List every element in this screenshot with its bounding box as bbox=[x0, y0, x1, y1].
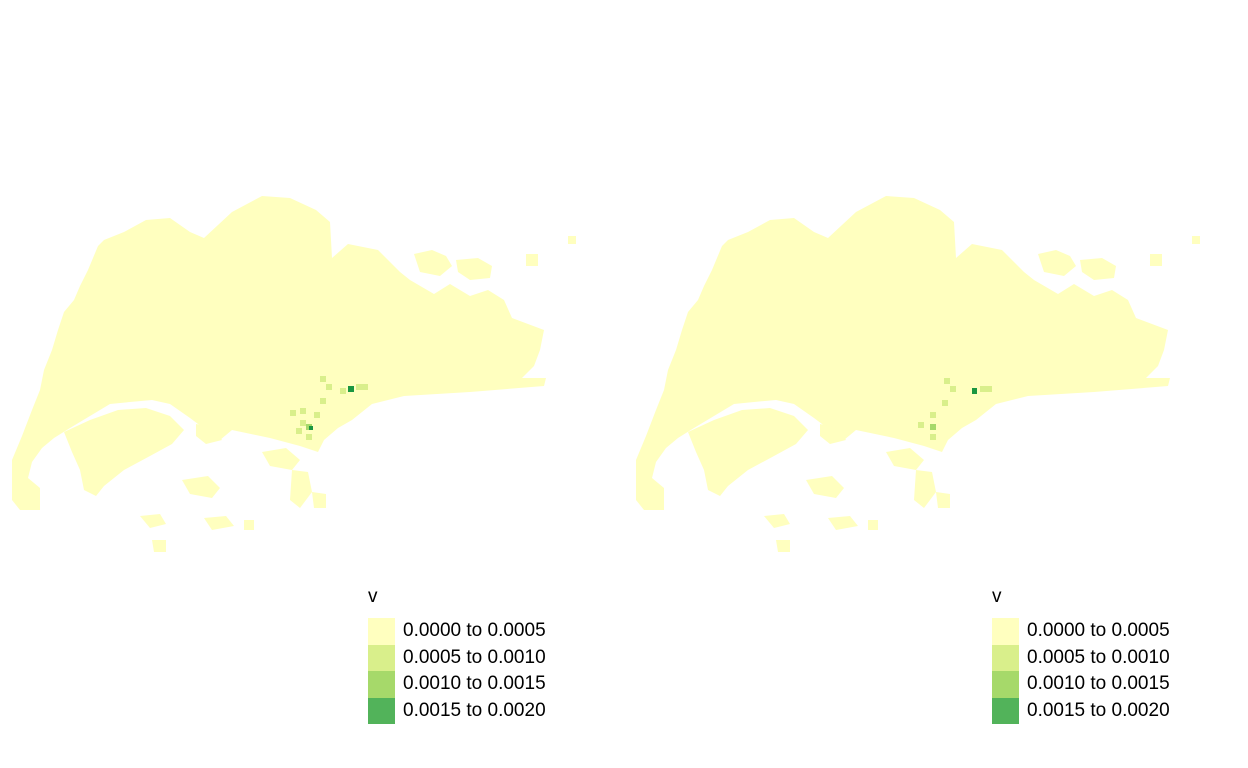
raster-cell bbox=[950, 386, 956, 392]
raster-cell bbox=[944, 378, 950, 384]
raster-cells bbox=[918, 378, 992, 440]
raster-cell bbox=[320, 376, 326, 382]
legend-entry: 0.0005 to 0.0010 bbox=[992, 644, 1170, 671]
raster-cell bbox=[314, 412, 320, 418]
raster-cell bbox=[309, 426, 313, 430]
southern-islet-a bbox=[820, 424, 846, 444]
southwest-islet bbox=[682, 390, 748, 420]
legend-swatch bbox=[368, 644, 395, 671]
legend-label: 0.0000 to 0.0005 bbox=[403, 620, 546, 642]
legend-label: 0.0000 to 0.0005 bbox=[1027, 620, 1170, 642]
southern-islet-d bbox=[182, 476, 220, 498]
pulau-tekong bbox=[456, 258, 492, 280]
legend-label: 0.0010 to 0.0015 bbox=[1027, 673, 1170, 695]
raster-cells bbox=[290, 376, 368, 440]
legend-swatch bbox=[992, 644, 1019, 671]
legend-label: 0.0005 to 0.0010 bbox=[1027, 646, 1170, 668]
raster-cell bbox=[300, 420, 306, 426]
raster-cell bbox=[942, 400, 948, 406]
southern-islet-i bbox=[868, 520, 878, 530]
raster-cell bbox=[326, 384, 332, 390]
legend-label: 0.0010 to 0.0015 bbox=[403, 673, 546, 695]
southern-islet-f bbox=[204, 516, 234, 530]
islet-ne-small bbox=[526, 254, 538, 266]
raster-cell bbox=[340, 388, 346, 394]
main-island bbox=[636, 196, 1170, 510]
raster-cell bbox=[972, 388, 977, 394]
southwest-islet bbox=[58, 390, 124, 420]
raster-cell bbox=[306, 434, 312, 440]
southern-islet-a bbox=[196, 424, 222, 444]
raster-cell bbox=[930, 434, 936, 440]
legend-entry: 0.0015 to 0.0020 bbox=[992, 697, 1170, 724]
legend-swatch bbox=[992, 697, 1019, 724]
southern-islet-b bbox=[262, 448, 300, 470]
raster-cell bbox=[290, 410, 296, 416]
raster-cell bbox=[300, 408, 306, 414]
southern-islet-h bbox=[312, 492, 326, 508]
legend-label: 0.0015 to 0.0020 bbox=[1027, 699, 1170, 721]
legend-swatch bbox=[992, 671, 1019, 698]
legend-title: v bbox=[992, 586, 1002, 607]
islet-ne-tiny bbox=[1192, 236, 1200, 244]
raster-map-right bbox=[636, 196, 1200, 552]
jurong-island bbox=[64, 408, 184, 496]
southern-islet-g bbox=[776, 540, 790, 552]
legend-entry: 0.0000 to 0.0005 bbox=[368, 618, 546, 645]
raster-cell bbox=[918, 422, 924, 428]
pulau-ubin bbox=[1038, 250, 1076, 276]
pulau-ubin bbox=[414, 250, 452, 276]
legend-entry: 0.0010 to 0.0015 bbox=[368, 671, 546, 698]
southern-islet-d bbox=[806, 476, 844, 498]
raster-cell bbox=[320, 398, 326, 404]
southern-islet-h bbox=[936, 492, 950, 508]
legend-swatch bbox=[992, 618, 1019, 645]
southern-islet-i bbox=[244, 520, 254, 530]
legend-swatch bbox=[368, 697, 395, 724]
raster-cell bbox=[348, 386, 354, 392]
map-panel-right: v 0.0000 to 0.0005 0.0005 to 0.0010 0.00… bbox=[624, 0, 1248, 768]
legend-title: v bbox=[368, 586, 378, 607]
raster-cell bbox=[296, 428, 302, 434]
raster-cell bbox=[986, 386, 992, 392]
southern-islet-c bbox=[290, 470, 312, 508]
raster-cell bbox=[362, 384, 368, 390]
southern-islet-b bbox=[886, 448, 924, 470]
legend-entry: 0.0000 to 0.0005 bbox=[992, 618, 1170, 645]
map-panel-left: v 0.0000 to 0.0005 0.0005 to 0.0010 0.00… bbox=[12, 196, 576, 724]
southern-islet-c bbox=[914, 470, 936, 508]
legend-swatch bbox=[368, 671, 395, 698]
legend-label: 0.0005 to 0.0010 bbox=[403, 646, 546, 668]
islet-ne-small bbox=[1150, 254, 1162, 266]
raster-cell bbox=[930, 412, 936, 418]
legend-swatch bbox=[368, 618, 395, 645]
main-island bbox=[12, 196, 546, 510]
legend: v 0.0000 to 0.0005 0.0005 to 0.0010 0.00… bbox=[992, 584, 1170, 724]
legend-entry: 0.0015 to 0.0020 bbox=[368, 697, 546, 724]
southern-islet-e bbox=[764, 514, 790, 528]
legend-label: 0.0015 to 0.0020 bbox=[403, 699, 546, 721]
islet-ne-tiny bbox=[568, 236, 576, 244]
legend-entry: 0.0005 to 0.0010 bbox=[368, 644, 546, 671]
raster-cell bbox=[356, 384, 362, 390]
pulau-tekong bbox=[1080, 258, 1116, 280]
southern-islet-g bbox=[152, 540, 166, 552]
land-layer bbox=[12, 196, 576, 552]
southern-islet-f bbox=[828, 516, 858, 530]
raster-cell bbox=[980, 386, 986, 392]
raster-map-left bbox=[12, 196, 576, 552]
land-layer bbox=[636, 196, 1200, 552]
legend-entry: 0.0010 to 0.0015 bbox=[992, 671, 1170, 698]
jurong-island bbox=[688, 408, 808, 496]
legend: v 0.0000 to 0.0005 0.0005 to 0.0010 0.00… bbox=[368, 584, 546, 724]
raster-cell bbox=[930, 424, 936, 430]
southern-islet-e bbox=[140, 514, 166, 528]
